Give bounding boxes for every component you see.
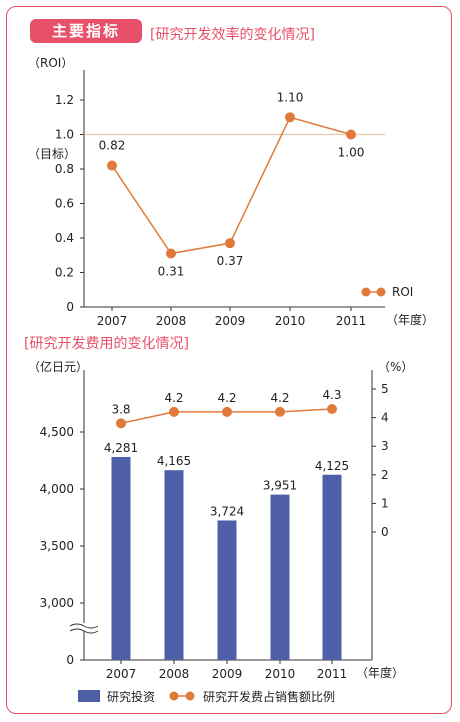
roi-point-label: 1.10 (277, 90, 304, 104)
rd-left-tick-label: 4,000 (40, 482, 74, 496)
rd-x-tick-label: 2009 (212, 667, 243, 681)
rd-ratio-point (116, 418, 126, 429)
rd-legend-bar-swatch (78, 690, 100, 702)
rd-left-unit: （亿日元） (28, 359, 88, 374)
roi-chart-title: [研究开发效率的变化情况] (150, 27, 315, 43)
roi-legend-marker (361, 287, 371, 297)
rd-ratio-label: 3.8 (111, 402, 130, 416)
rd-x-tick-label: 2010 (265, 667, 296, 681)
rd-ratio-label: 4.2 (270, 391, 289, 405)
rd-right-tick-label: 2 (381, 468, 389, 482)
rd-left-tick-label: 0 (66, 653, 74, 667)
rd-axis-break-mark (69, 623, 99, 629)
roi-point-label: 1.00 (338, 146, 365, 160)
content-frame (6, 6, 452, 714)
roi-x-tick-label: 2009 (215, 314, 246, 328)
rd-ratio-point (327, 404, 337, 415)
roi-legend-marker (376, 287, 386, 297)
key-indicators-badge: 主要指标 (30, 19, 142, 43)
roi-point (107, 160, 117, 171)
roi-point (346, 129, 356, 140)
roi-legend-label: ROI (392, 285, 413, 299)
rd-legend-line-label: 研究开发费占销售额比例 (203, 689, 335, 704)
rd-left-tick-label: 3,500 (40, 539, 74, 553)
rd-right-tick-label: 4 (381, 411, 389, 425)
rd-year-suffix: （年度） (356, 665, 404, 680)
roi-y-tick-label: 0.6 (55, 197, 74, 211)
rd-left-tick-label: 3,000 (40, 596, 74, 610)
rd-x-tick-label: 2011 (317, 667, 348, 681)
rd-legend-marker (185, 691, 195, 701)
rd-ratio-point (275, 406, 285, 417)
roi-x-tick-label: 2011 (336, 314, 367, 328)
rd-bar (270, 494, 290, 660)
rd-bar-label: 4,281 (104, 441, 138, 455)
roi-point-label: 0.82 (99, 139, 126, 153)
rd-bar-label: 3,951 (263, 479, 297, 493)
rd-ratio-label: 4.2 (217, 391, 236, 405)
rd-bar (217, 520, 237, 660)
roi-point (225, 238, 235, 249)
rd-x-tick-label: 2008 (159, 667, 190, 681)
rd-left-tick-label: 4,500 (40, 425, 74, 439)
roi-point (166, 248, 176, 259)
rd-right-tick-label: 3 (381, 439, 389, 453)
roi-unit-label: （ROI） (28, 56, 73, 70)
rd-ratio-label: 4.3 (322, 388, 341, 402)
rd-bar-label: 3,724 (210, 504, 244, 518)
rd-ratio-point (169, 406, 179, 417)
rd-bar (111, 456, 131, 660)
rd-bar (322, 474, 342, 660)
rd-ratio-point (222, 406, 232, 417)
rd-chart-title: [研究开发费用的变化情况] (24, 336, 189, 352)
roi-point-label: 0.31 (158, 265, 185, 279)
roi-x-tick-label: 2010 (275, 314, 306, 328)
roi-point-label: 0.37 (217, 254, 244, 268)
roi-y-tick-label: 0.8 (55, 162, 74, 176)
roi-y-tick-label: 0.4 (55, 231, 74, 245)
rd-right-tick-label: 0 (381, 525, 389, 539)
roi-target-label: （目标） (28, 147, 76, 161)
rd-axis-break-mark (69, 628, 99, 634)
roi-year-suffix: （年度） (386, 312, 434, 327)
rd-right-tick-label: 1 (381, 496, 389, 510)
roi-y-tick-label: 0.2 (55, 266, 74, 280)
rd-bar (164, 470, 184, 660)
rd-legend-marker (169, 691, 179, 701)
rd-x-tick-label: 2007 (106, 667, 137, 681)
roi-y-tick-label: 1.0 (55, 128, 74, 142)
roi-y-tick-label: 0 (66, 300, 74, 314)
roi-x-tick-label: 2007 (97, 314, 128, 328)
rd-right-unit: （%） (378, 360, 413, 374)
rd-bar-label: 4,165 (157, 454, 191, 468)
roi-x-tick-label: 2008 (156, 314, 187, 328)
roi-y-tick-label: 1.2 (55, 93, 74, 107)
roi-point (285, 112, 295, 123)
rd-legend-bar-label: 研究投资 (107, 689, 155, 704)
rd-bar-label: 4,125 (315, 459, 349, 473)
rd-right-tick-label: 5 (381, 382, 389, 396)
rd-ratio-label: 4.2 (164, 391, 183, 405)
